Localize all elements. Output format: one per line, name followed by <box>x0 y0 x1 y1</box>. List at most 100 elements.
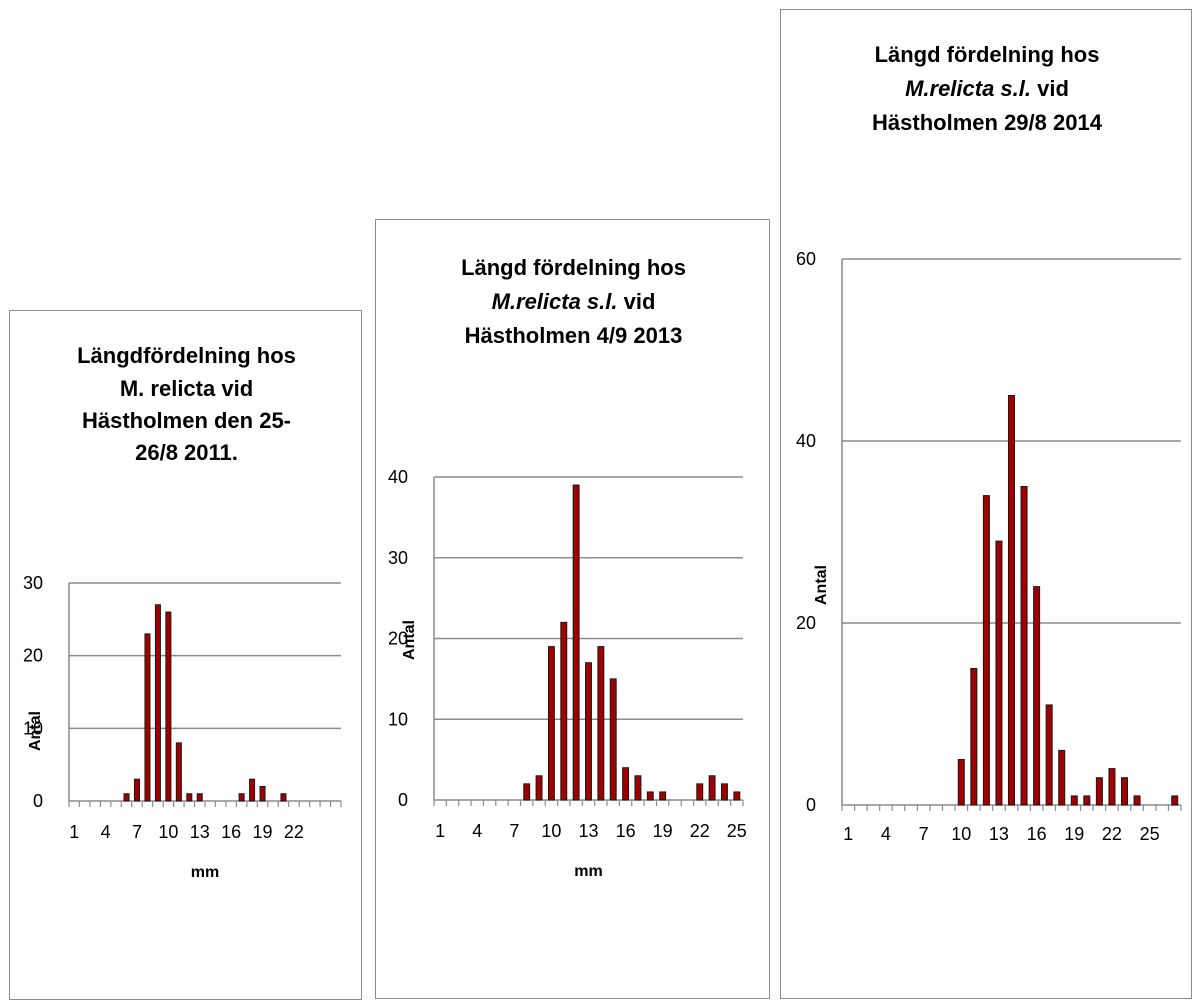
x-tick-label: 25 <box>1140 824 1160 844</box>
x-tick-label: 4 <box>881 824 891 844</box>
bar <box>609 678 617 801</box>
x-tick-label: 7 <box>132 822 142 842</box>
chart-title-segment: M.relicta s.l. <box>492 289 618 314</box>
x-tick-label: 22 <box>690 821 710 841</box>
chart-title-segment: 26/8 2011. <box>135 440 238 465</box>
x-tick-label: 19 <box>653 821 673 841</box>
bar <box>1020 486 1028 806</box>
bar <box>1120 777 1129 806</box>
chart-title-line: Hästholmen 29/8 2014 <box>872 110 1103 135</box>
chart-panel-2: Längd fördelning hos M.relicta s.l. vid Hä… <box>375 219 770 999</box>
y-tick-label: 0 <box>398 790 408 810</box>
chart-title-line: M.relicta s.l. vid <box>492 289 656 314</box>
chart-title-line: Längdfördelning hos <box>77 343 296 368</box>
bar <box>259 785 266 802</box>
chart-panel-1: Längdfördelning hos M. relicta vid Hästhol… <box>9 310 362 1000</box>
bar <box>1070 795 1078 806</box>
chart-title-segment: M. relicta vid <box>120 376 253 401</box>
chart-title-segment: M.relicta s.l. <box>905 76 1031 101</box>
y-tick-label: 20 <box>796 613 816 633</box>
bar <box>196 793 203 802</box>
chart-panel-3: Längd fördelning hos M.relicta s.l. vid Hä… <box>780 9 1192 999</box>
x-tick-label: 16 <box>1027 824 1047 844</box>
chart-title-segment: Längd fördelning hos <box>461 255 686 280</box>
chart-title-line: Hästholmen den 25- <box>82 408 291 433</box>
chart-title-segment: Hästholmen den 25- <box>82 408 291 433</box>
x-tick-label: 19 <box>253 822 273 842</box>
chart-title-segment: vid <box>618 289 656 314</box>
chart-title-segment: Hästholmen 4/9 2013 <box>465 323 683 348</box>
chart-1-canvas: Längdfördelning hos M. relicta vid Hästhol… <box>23 343 342 881</box>
x-tick-label: 22 <box>1102 824 1122 844</box>
bar <box>622 767 630 801</box>
x-tick-label: 1 <box>69 822 79 842</box>
x-tick-label: 1 <box>435 821 445 841</box>
chart-title-segment: Längd fördelning hos <box>875 42 1100 67</box>
y-axis-title: Antal <box>813 565 830 605</box>
bar <box>547 646 555 801</box>
x-tick-label: 7 <box>919 824 929 844</box>
chart-title-line: M. relicta vid <box>120 376 253 401</box>
bar <box>1108 768 1116 806</box>
y-axis-title: Antal <box>27 711 44 751</box>
bar <box>175 742 182 802</box>
x-tick-label: 19 <box>1064 824 1084 844</box>
y-tick-label: 30 <box>388 548 408 568</box>
chart-title-line: M.relicta s.l. vid <box>905 76 1069 101</box>
y-tick-label: 0 <box>806 795 816 815</box>
x-tick-label: 13 <box>578 821 598 841</box>
chart-title-line: Längd fördelning hos <box>461 255 686 280</box>
bar <box>133 778 141 802</box>
x-tick-label: 4 <box>472 821 482 841</box>
y-tick-label: 20 <box>23 646 43 666</box>
bar <box>957 759 965 806</box>
y-tick-label: 10 <box>23 718 43 738</box>
x-tick-label: 10 <box>951 824 971 844</box>
bar <box>280 793 287 802</box>
x-tick-label: 25 <box>727 821 747 841</box>
x-tick-label: 4 <box>101 822 111 842</box>
bar <box>249 778 256 802</box>
bar <box>535 775 543 801</box>
chart-title-segment: Längdfördelning hos <box>77 343 296 368</box>
bar <box>597 646 605 801</box>
chart-title-line: Längd fördelning hos <box>875 42 1100 67</box>
bar <box>165 611 172 802</box>
x-tick-label: 16 <box>616 821 636 841</box>
y-tick-label: 60 <box>796 249 816 269</box>
bar <box>634 775 642 801</box>
chart-3-canvas: Längd fördelning hos M.relicta s.l. vid Hä… <box>796 42 1182 844</box>
bar <box>995 540 1003 806</box>
x-tick-label: 10 <box>158 822 178 842</box>
bar <box>560 621 568 801</box>
y-tick-label: 0 <box>33 791 43 811</box>
x-tick-label: 10 <box>541 821 561 841</box>
bar <box>1058 749 1066 806</box>
x-tick-label: 7 <box>509 821 519 841</box>
chart-title-segment: Hästholmen 29/8 2014 <box>872 110 1103 135</box>
bar <box>186 793 193 802</box>
bar <box>970 668 978 806</box>
bar <box>708 775 716 801</box>
bar <box>646 791 654 801</box>
y-axis-title: Antal <box>401 620 418 660</box>
bar <box>1045 704 1053 806</box>
y-tick-label: 40 <box>388 467 408 487</box>
bar <box>572 484 580 801</box>
chart-title-line: 26/8 2011. <box>135 440 238 465</box>
bar <box>1083 795 1091 806</box>
bar <box>720 783 728 801</box>
bar <box>1133 795 1141 806</box>
x-tick-label: 22 <box>284 822 304 842</box>
y-tick-label: 20 <box>388 629 408 649</box>
x-axis-title: mm <box>191 864 219 881</box>
chart-2-canvas: Längd fördelning hos M.relicta s.l. vid Hä… <box>388 255 747 880</box>
y-tick-label: 40 <box>796 431 816 451</box>
bar <box>1171 795 1179 806</box>
x-tick-label: 1 <box>843 824 853 844</box>
bar <box>144 633 151 802</box>
bar <box>238 793 245 802</box>
bar <box>585 662 592 801</box>
x-tick-label: 13 <box>190 822 210 842</box>
x-tick-label: 13 <box>989 824 1009 844</box>
